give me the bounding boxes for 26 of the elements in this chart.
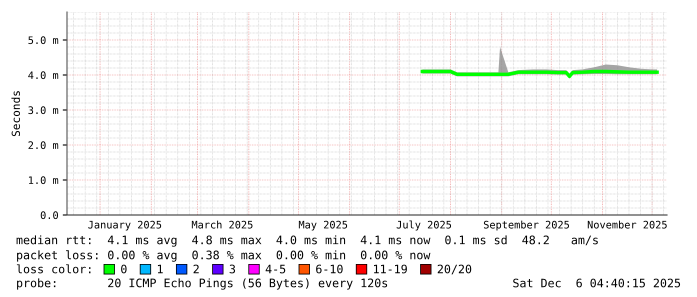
x-tick-label: November 2025 [588, 220, 667, 229]
legend-title: loss color: [16, 264, 90, 274]
legend-label: 0 [121, 264, 127, 274]
text: packet loss: 0.00 % avg 0.38 % max 0.00 % min 0.00 % now [17, 250, 430, 262]
x-tick-label: September 2025 [484, 220, 569, 231]
y-tick-label: 1.0 m [28, 176, 58, 184]
legend-label: 20/20 [438, 264, 472, 274]
text: Sat Dec 6 04:40:15 2025 [513, 278, 680, 288]
text: probe: 20 ICMP Echo Pings (56 Bytes) every 120s [17, 278, 388, 290]
legend-label: 6-10 [316, 264, 343, 274]
legend-label: 2 [194, 264, 199, 274]
y-tick-label: 0.0 [40, 211, 58, 220]
text: median rtt: 4.1 ms avg 4.8 ms max 4.0 ms min 4.1 ms now 0.1 ms sd 48.2 am/s [16, 235, 598, 247]
x-tick-label: July 2025 [396, 220, 452, 231]
x-tick-label: May 2025 [298, 220, 348, 231]
legend-label: 4-5 [266, 264, 286, 274]
legend-label: 1 [158, 264, 163, 274]
x-tick-label: March 2025 [192, 220, 252, 229]
y-tick-label: 3.0 m [28, 106, 58, 114]
legend-label: 3 [230, 264, 236, 274]
y-tick-label: 2.0 m [28, 141, 58, 150]
legend-label: 11-19 [374, 264, 407, 274]
x-tick-label: January 2025 [88, 220, 162, 231]
y-tick-label: 4.0 m [28, 71, 58, 80]
y-axis-title: Seconds [11, 91, 20, 136]
y-tick-label: 5.0 m [28, 36, 58, 44]
